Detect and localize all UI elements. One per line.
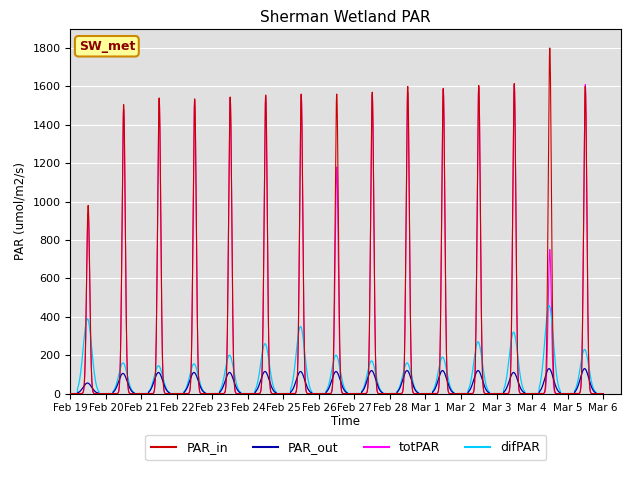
Y-axis label: PAR (umol/m2/s): PAR (umol/m2/s) [14,162,27,260]
Legend: PAR_in, PAR_out, totPAR, difPAR: PAR_in, PAR_out, totPAR, difPAR [145,435,546,460]
X-axis label: Time: Time [331,415,360,428]
Text: SW_met: SW_met [79,40,135,53]
Title: Sherman Wetland PAR: Sherman Wetland PAR [260,10,431,25]
